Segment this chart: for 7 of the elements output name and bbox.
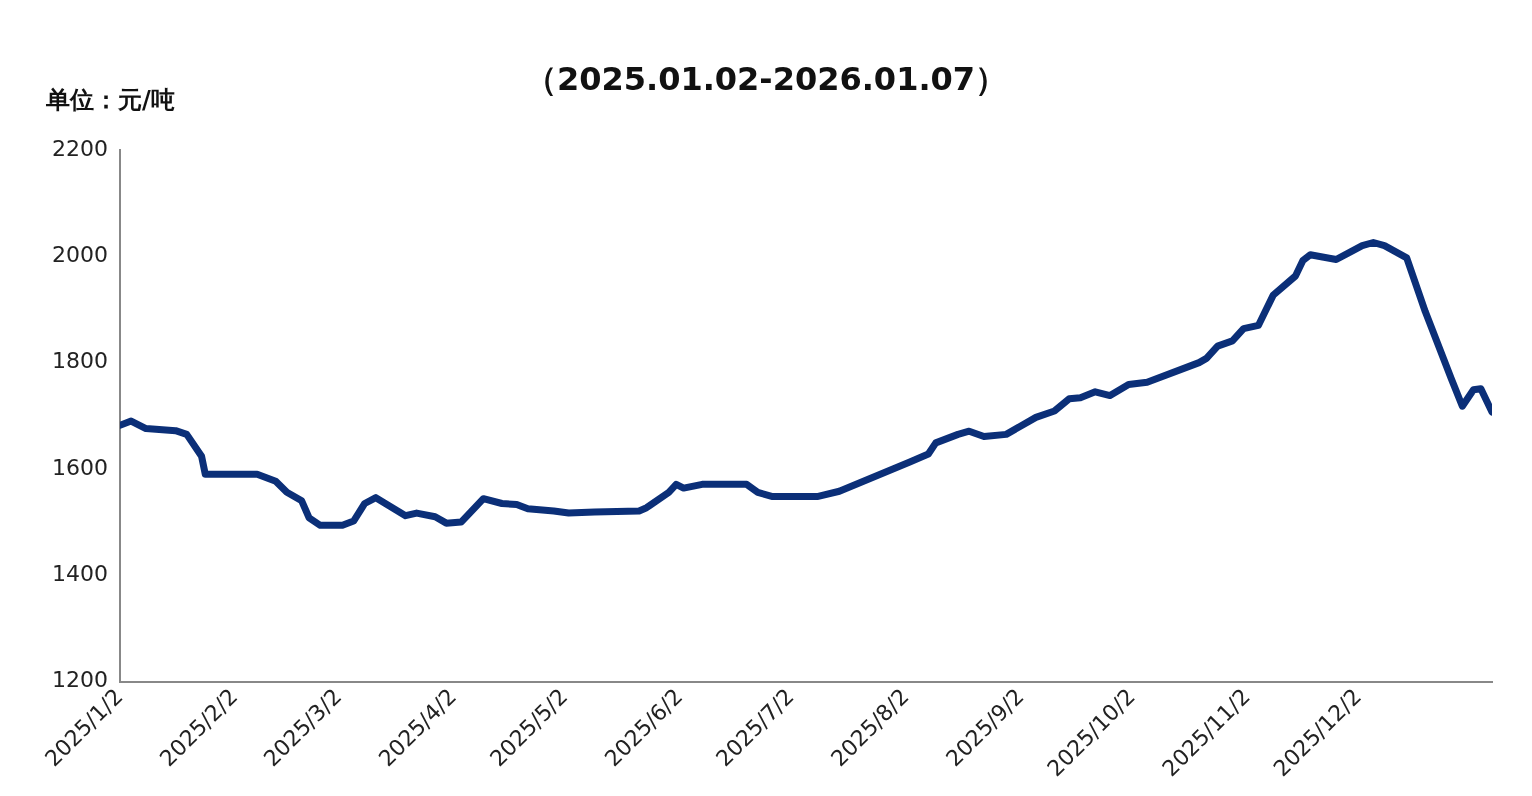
y-tick-label: 1400 [51, 560, 108, 586]
y-tick-label: 1800 [51, 348, 108, 374]
y-axis-title: 单位：元/吨 [46, 85, 175, 116]
chart-title: （2025.01.02-2026.01.07） [524, 60, 1008, 98]
y-tick-label: 1600 [51, 454, 108, 480]
y-tick-label: 2000 [51, 242, 108, 268]
y-tick-label: 2200 [51, 135, 108, 161]
